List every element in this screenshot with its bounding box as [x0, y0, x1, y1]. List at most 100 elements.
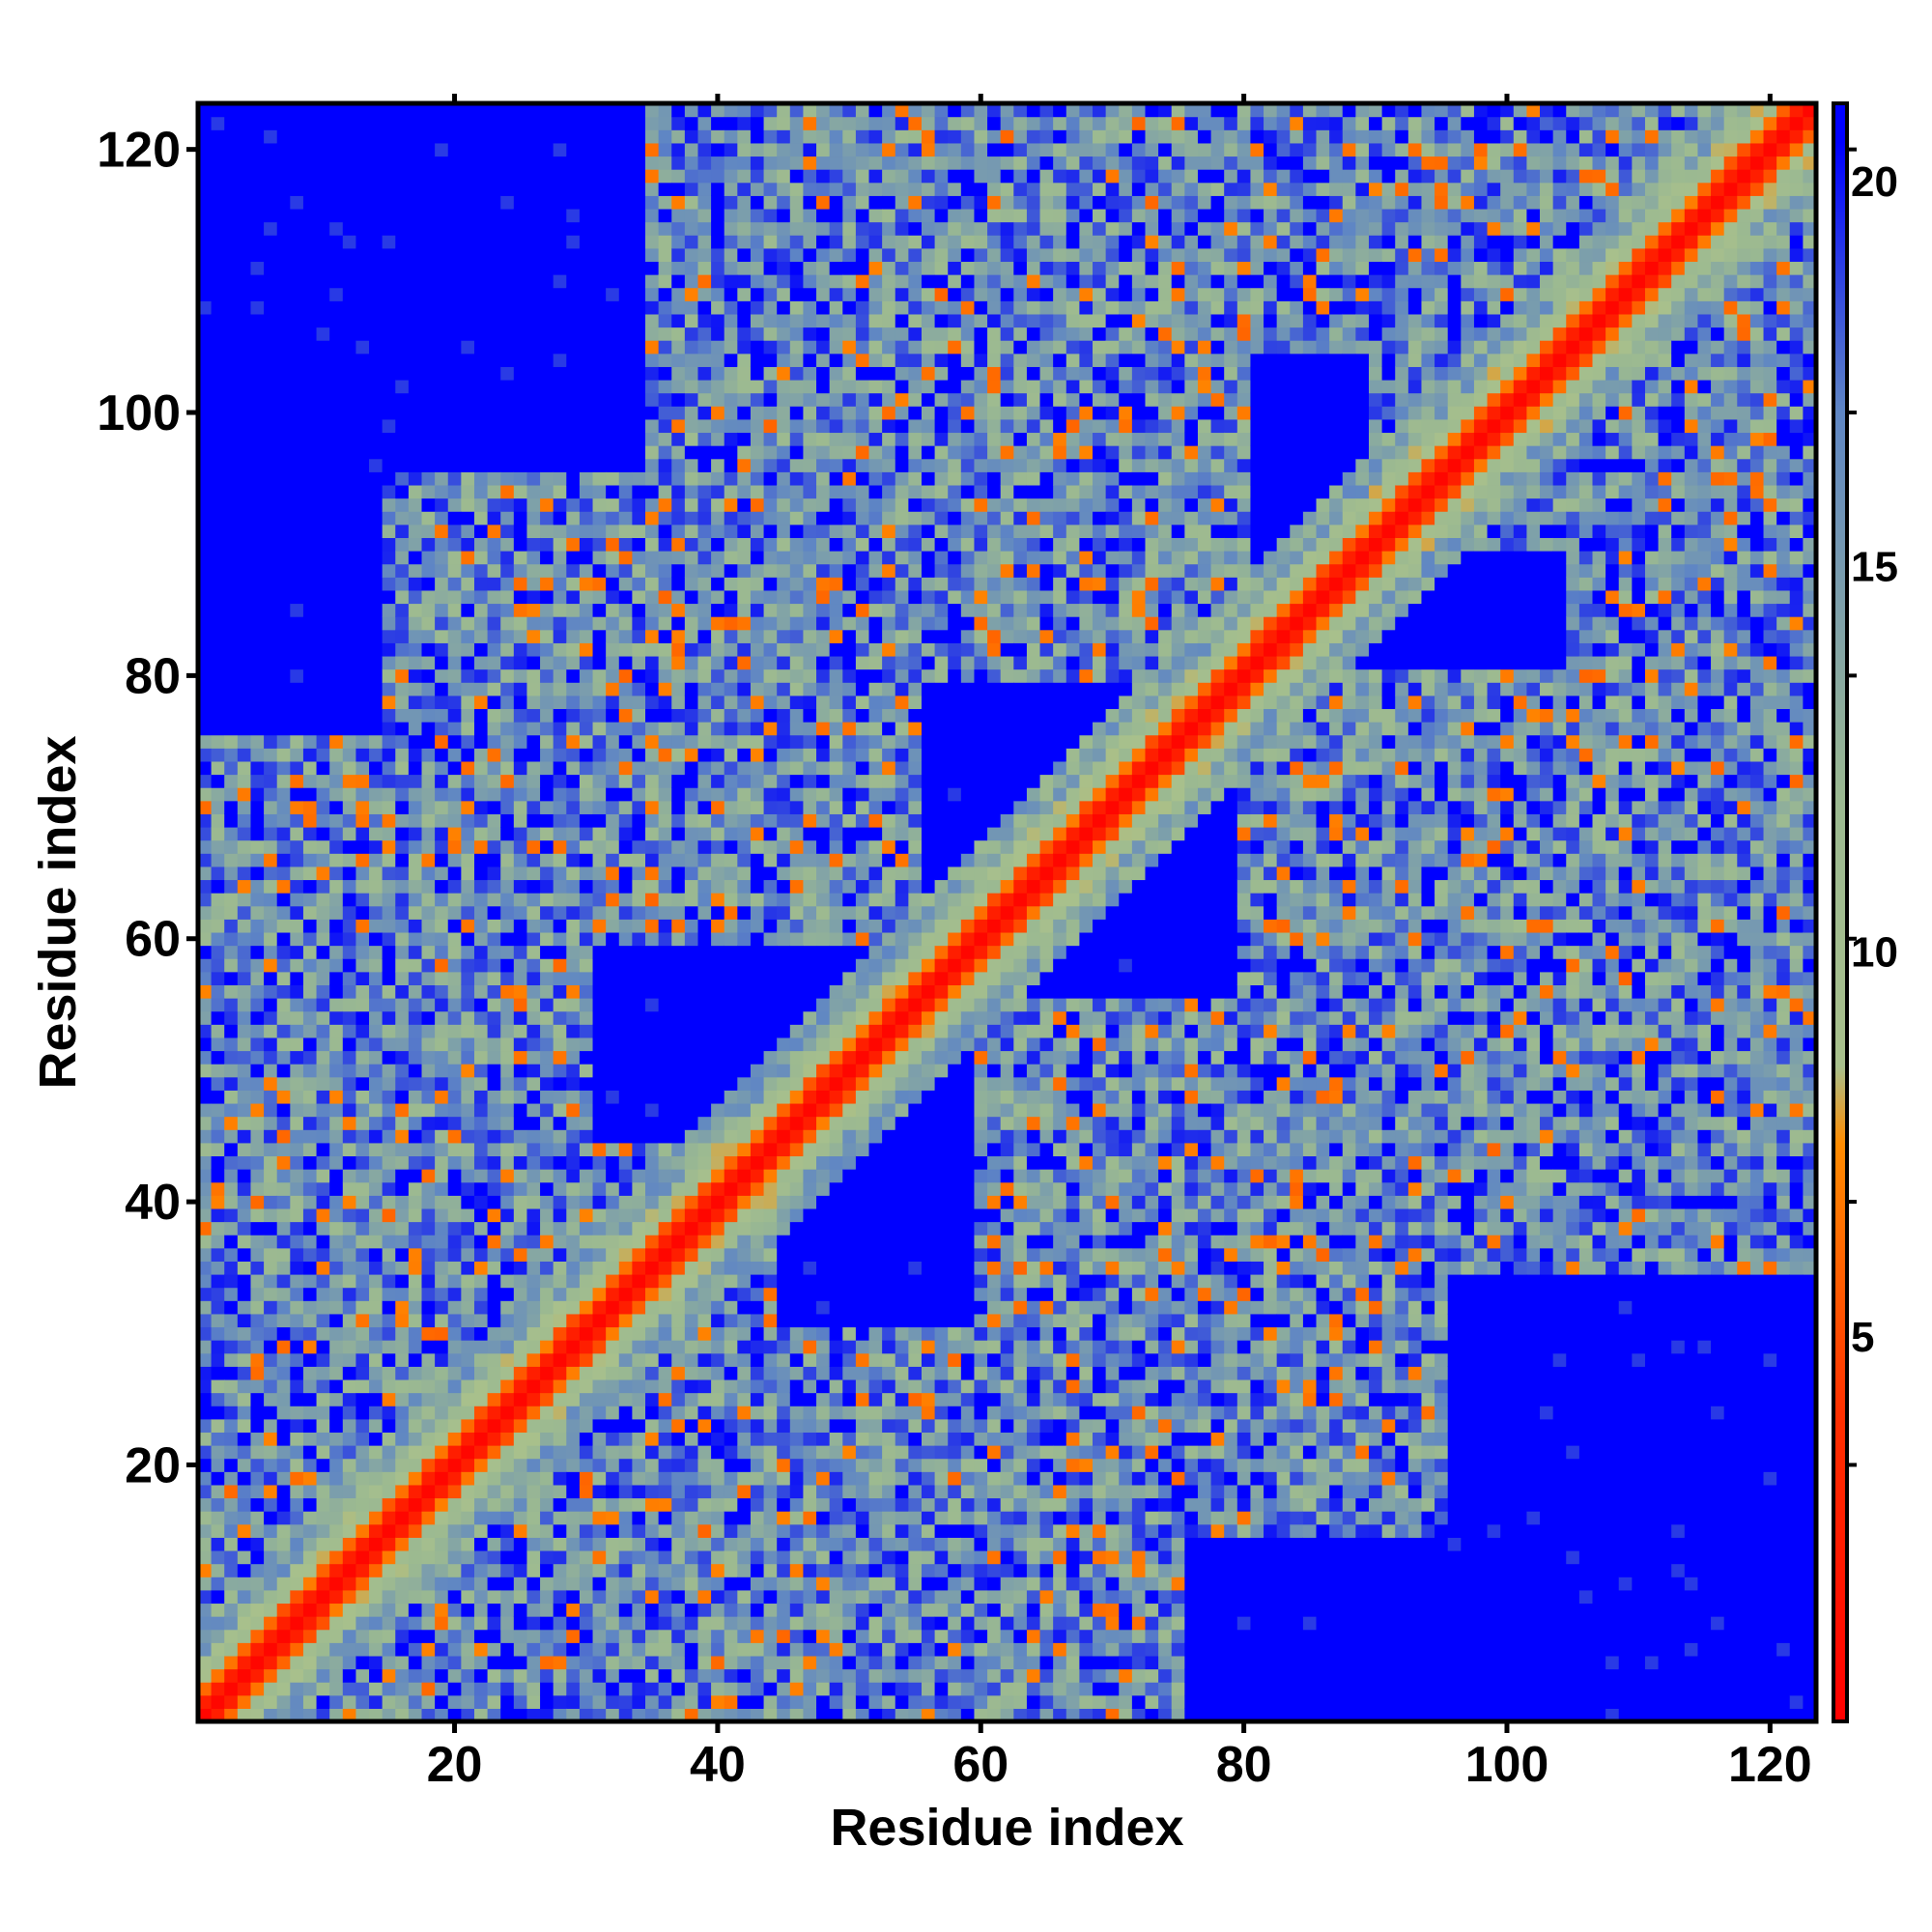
heatmap-cell	[461, 1629, 475, 1643]
heatmap-cell	[606, 340, 620, 355]
heatmap-cell	[645, 1366, 660, 1380]
heatmap-cell	[461, 893, 475, 907]
heatmap-cell	[526, 511, 541, 526]
heatmap-cell	[513, 1432, 528, 1446]
heatmap-cell	[526, 577, 541, 591]
heatmap-cell	[395, 1432, 410, 1446]
heatmap-cell	[592, 668, 607, 683]
heatmap-cell	[697, 708, 712, 723]
heatmap-cell	[382, 945, 396, 959]
heatmap-cell	[395, 1577, 410, 1591]
heatmap-cell	[421, 235, 436, 249]
heatmap-cell	[369, 247, 384, 263]
heatmap-cell	[435, 760, 449, 776]
heatmap-cell	[447, 919, 462, 933]
heatmap-cell	[461, 1616, 475, 1631]
heatmap-cell	[697, 524, 712, 538]
heatmap-cell	[408, 392, 423, 407]
heatmap-cell	[316, 235, 330, 249]
heatmap-cell	[302, 551, 318, 565]
heatmap-cell	[355, 432, 370, 446]
heatmap-cell	[408, 497, 423, 512]
heatmap-cell	[579, 1050, 594, 1065]
heatmap-cell	[237, 563, 252, 578]
heatmap-cell	[211, 1208, 225, 1223]
heatmap-cell	[237, 1406, 252, 1420]
heatmap-cell	[435, 261, 449, 275]
heatmap-cell	[632, 866, 646, 881]
heatmap-cell	[618, 1589, 633, 1605]
heatmap-cell	[342, 445, 357, 460]
heatmap-cell	[302, 1668, 318, 1683]
heatmap-cell	[711, 458, 725, 472]
heatmap-cell	[264, 1511, 278, 1525]
heatmap-cell	[500, 642, 515, 657]
heatmap-cell	[606, 156, 620, 170]
heatmap-cell	[290, 1392, 304, 1406]
heatmap-cell	[579, 1340, 594, 1354]
heatmap-cell	[697, 1484, 712, 1499]
heatmap-cell	[606, 142, 620, 157]
heatmap-cell	[369, 208, 384, 223]
heatmap-cell	[592, 221, 607, 236]
heatmap-cell	[684, 340, 699, 355]
heatmap-cell	[408, 919, 423, 933]
heatmap-cell	[264, 392, 278, 407]
heatmap-cell	[645, 1024, 660, 1038]
heatmap-cell	[711, 853, 725, 867]
heatmap-cell	[211, 905, 225, 920]
heatmap-cell	[342, 1563, 357, 1577]
heatmap-cell	[500, 1682, 515, 1696]
heatmap-cell	[540, 655, 554, 670]
heatmap-cell	[198, 208, 213, 223]
heatmap-cell	[342, 800, 357, 814]
heatmap-cell	[526, 866, 541, 881]
heatmap-cell	[618, 287, 633, 301]
heatmap-cell	[645, 1406, 660, 1420]
heatmap-cell	[697, 1064, 712, 1078]
heatmap-cell	[473, 1181, 489, 1196]
heatmap-cell	[408, 1102, 423, 1118]
heatmap-cell	[461, 1497, 475, 1512]
heatmap-cell	[461, 551, 475, 565]
heatmap-cell	[369, 379, 384, 394]
heatmap-cell	[566, 853, 581, 867]
heatmap-cell	[316, 616, 330, 631]
heatmap-cell	[618, 1129, 633, 1144]
heatmap-cell	[500, 182, 515, 196]
heatmap-cell	[276, 800, 291, 814]
heatmap-cell	[250, 1155, 265, 1170]
heatmap-cell	[500, 1655, 515, 1670]
heatmap-cell	[461, 563, 475, 578]
heatmap-cell	[724, 1694, 738, 1709]
heatmap-cell	[618, 879, 633, 894]
heatmap-cell	[526, 406, 541, 420]
heatmap-cell	[355, 1313, 370, 1328]
heatmap-cell	[198, 471, 213, 486]
heatmap-cell	[632, 839, 646, 854]
heatmap-cell	[553, 471, 567, 486]
heatmap-cell	[198, 1366, 213, 1380]
heatmap-cell	[435, 734, 449, 749]
heatmap-cell	[395, 340, 410, 355]
heatmap-cell	[369, 774, 384, 788]
heatmap-cell	[513, 1655, 528, 1670]
heatmap-cell	[473, 866, 489, 881]
heatmap-cell	[697, 406, 712, 420]
heatmap-cell	[671, 537, 686, 552]
heatmap-cell	[447, 853, 462, 867]
heatmap-cell	[671, 748, 686, 762]
heatmap-cell	[671, 1247, 686, 1262]
heatmap-cell	[473, 931, 489, 947]
heatmap-cell	[711, 1076, 725, 1091]
heatmap-cell	[592, 484, 607, 499]
heatmap-cell	[382, 853, 396, 867]
heatmap-cell	[302, 1352, 318, 1367]
heatmap-cell	[264, 984, 278, 999]
heatmap-cell	[618, 734, 633, 749]
heatmap-cell	[618, 695, 633, 710]
heatmap-cell	[355, 418, 370, 434]
heatmap-cell	[237, 208, 252, 223]
heatmap-cell	[224, 247, 239, 263]
heatmap-cell	[566, 1195, 581, 1209]
